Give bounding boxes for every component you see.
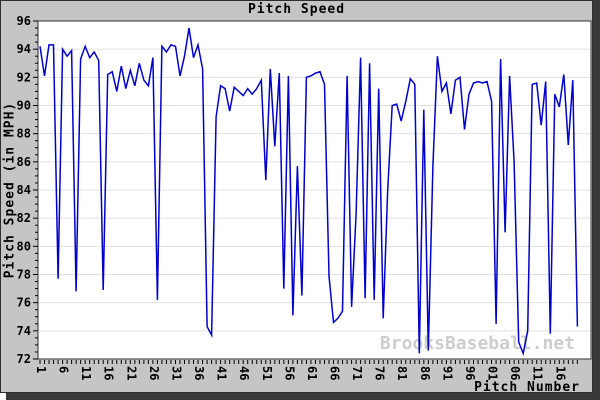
x-tick-label: 71 [350, 366, 364, 380]
x-tick-label: 76 [373, 366, 387, 380]
x-tick-label: 11 [531, 366, 545, 380]
watermark: BrooksBaseball.net [380, 333, 575, 354]
y-tick-label: 76 [17, 296, 31, 310]
x-tick-label: 56 [282, 366, 296, 380]
y-tick-label: 82 [17, 211, 31, 225]
x-tick-label: 11 [79, 366, 93, 380]
y-tick-label: 92 [17, 70, 31, 84]
x-tick-label: 6 [57, 366, 71, 373]
panel-shadow-bottom [6, 393, 600, 400]
y-tick-label: 84 [17, 183, 31, 197]
x-tick-label: 96 [463, 366, 477, 380]
y-tick-label: 96 [17, 14, 31, 28]
y-tick-label: 72 [17, 352, 31, 366]
x-tick-label: 16 [553, 366, 567, 380]
x-tick-label: 46 [237, 366, 251, 380]
x-tick-label: 91 [440, 366, 454, 380]
pitch-speed-line [39, 27, 579, 357]
y-tick-label: 88 [17, 127, 31, 141]
x-tick-label: 66 [328, 366, 342, 380]
x-tick-label: 01 [486, 366, 500, 380]
x-axis-title: Pitch Number [474, 380, 580, 395]
y-tick-label: 78 [17, 268, 31, 282]
x-tick-label: 36 [192, 366, 206, 380]
x-tick-label: 26 [147, 366, 161, 380]
chart-title: Pitch Speed [247, 2, 346, 17]
x-tick-label: 86 [418, 366, 432, 380]
x-tick-label: 1 [34, 366, 48, 373]
x-tick-label: 16 [102, 366, 116, 380]
x-tick-label: 21 [124, 366, 138, 380]
x-tick-label: 51 [260, 366, 274, 380]
x-tick-label: 41 [215, 366, 229, 380]
y-tick-label: 90 [17, 99, 31, 113]
y-tick-label: 74 [17, 324, 31, 338]
x-tick-label: 61 [305, 366, 319, 380]
watermark-highlight: BrooksBaseball.net [381, 334, 576, 355]
x-tick-label: 81 [395, 366, 409, 380]
x-tick-label: 06 [508, 366, 522, 380]
y-tick-label: 80 [17, 239, 31, 253]
y-tick-label: 86 [17, 155, 31, 169]
y-tick-label: 94 [17, 42, 31, 56]
panel-shadow-right [593, 0, 600, 400]
x-tick-label: 31 [170, 366, 184, 380]
